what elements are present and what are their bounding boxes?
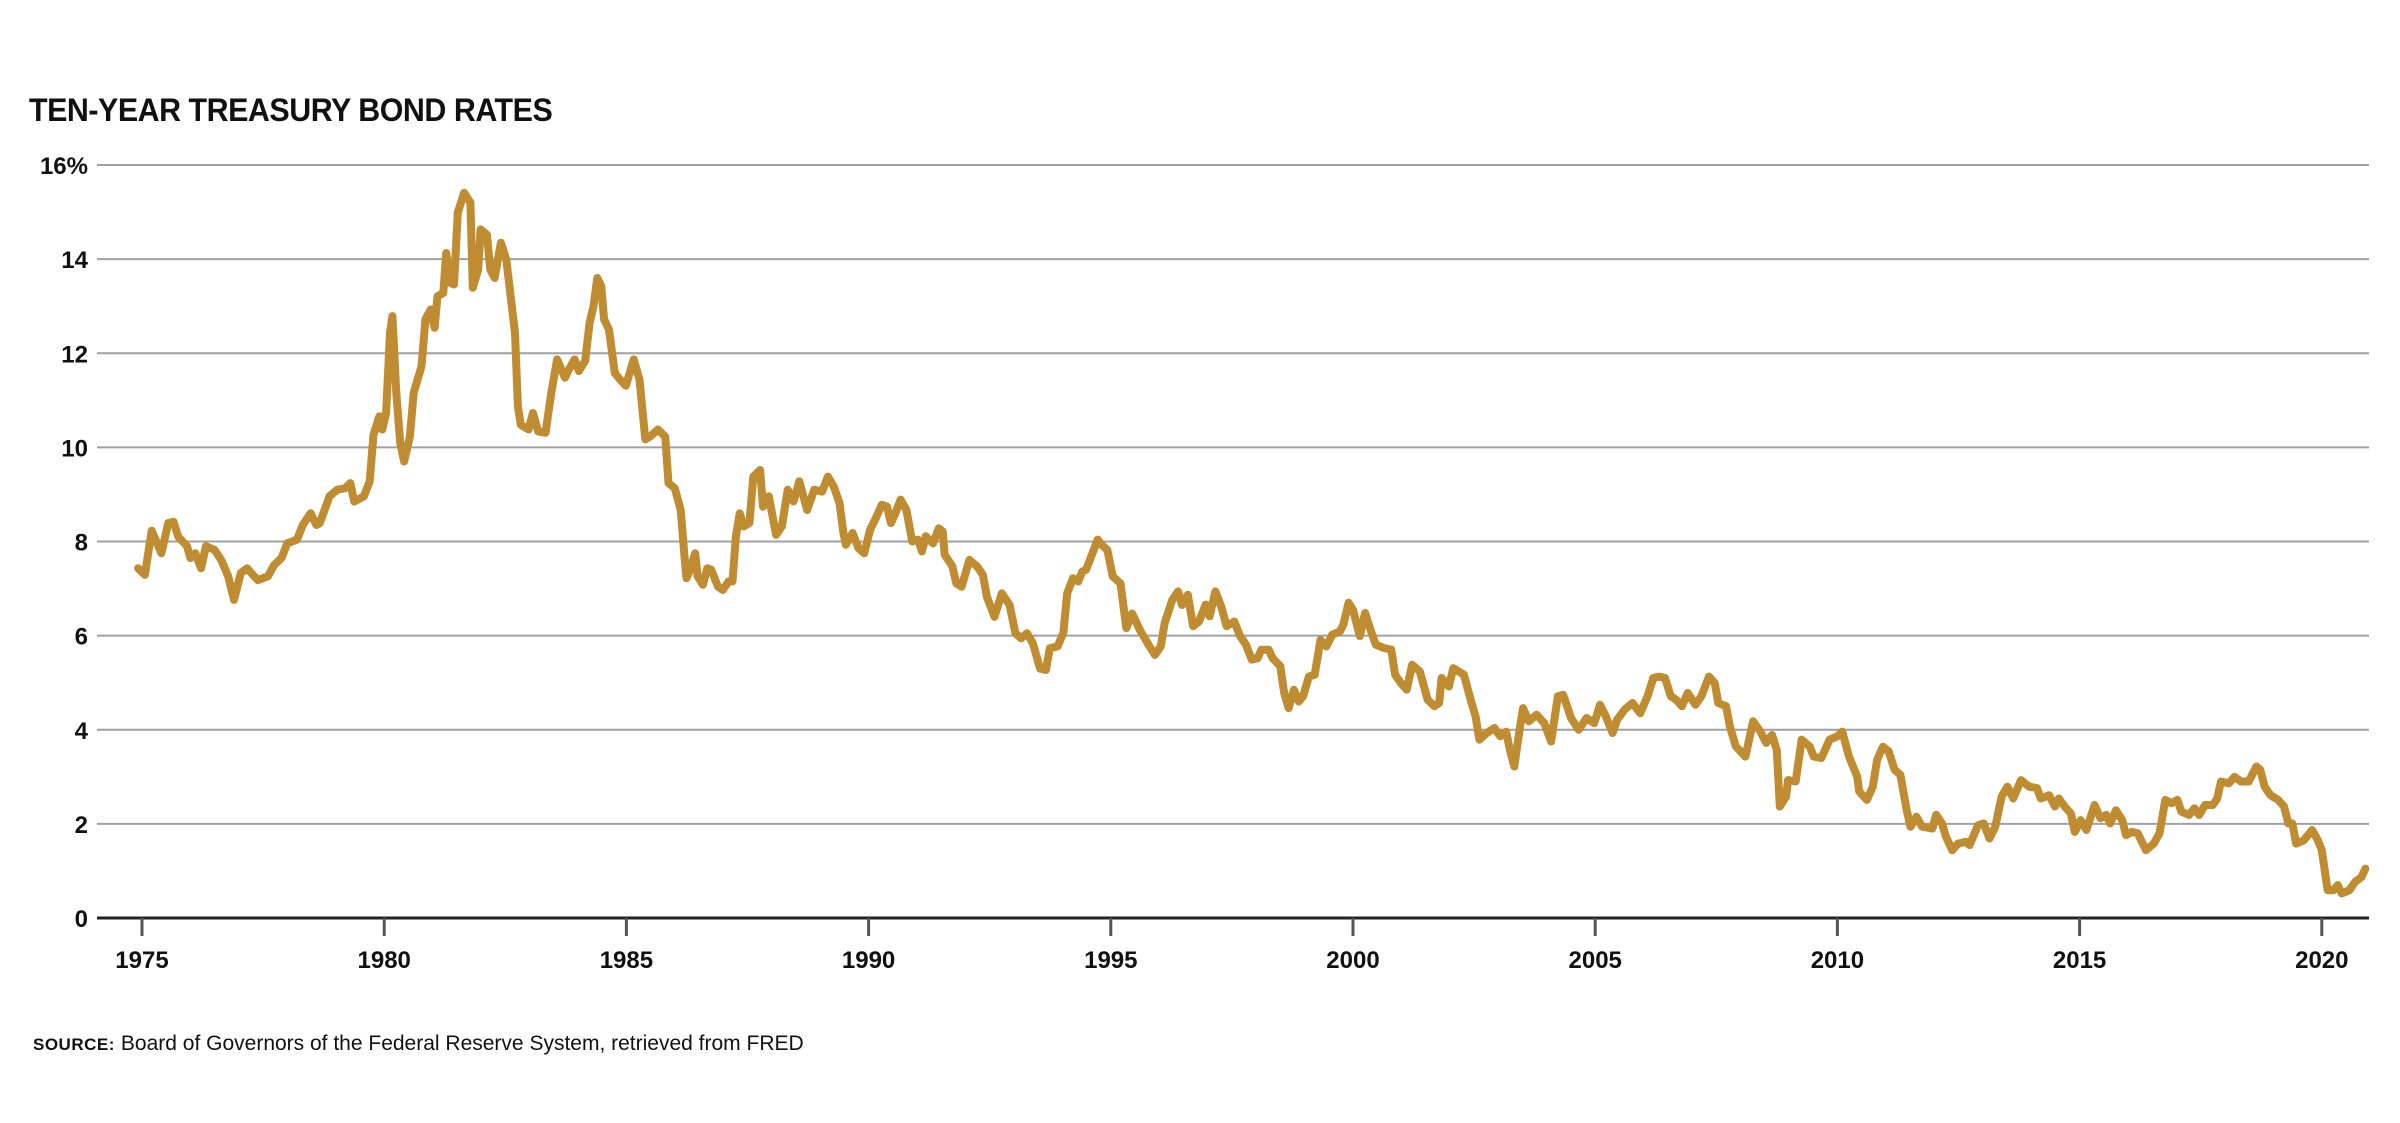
y-tick-label: 0: [75, 906, 88, 933]
x-tick-label: 1980: [358, 947, 411, 974]
source-label: SOURCE:: [33, 1035, 115, 1054]
chart-title: TEN-YEAR TREASURY BOND RATES: [29, 92, 553, 128]
x-tick-label: 1985: [600, 947, 653, 974]
y-axis-labels: 0 2 4 6 8 10 12 14 16%: [40, 153, 89, 933]
y-tick-label: 10: [61, 435, 88, 462]
x-tick-label: 1990: [842, 947, 895, 974]
source-text: Board of Governors of the Federal Reserv…: [120, 1032, 804, 1055]
y-tick-label: 2: [75, 812, 88, 839]
y-tick-label: 6: [75, 624, 88, 651]
y-tick-label: 14: [61, 247, 88, 274]
x-tick-label: 1995: [1084, 947, 1137, 974]
rate-series-line: [134, 188, 2370, 898]
y-tick-label: 16%: [40, 153, 88, 180]
x-tick-label: 2005: [1569, 947, 1622, 974]
gridlines: [97, 164, 2369, 825]
x-tick-label: 2020: [2295, 947, 2348, 974]
x-tick-label: 1975: [115, 947, 168, 974]
y-tick-label: 4: [75, 718, 89, 745]
x-axis: 1975 1980 1985 1990 1995 2000 2005 2010 2015 2020: [97, 916, 2369, 974]
x-tick-label: 2000: [1326, 947, 1379, 974]
series-layer: [134, 188, 2370, 898]
x-tick-label: 2010: [1811, 947, 1864, 974]
x-tick-label: 2015: [2053, 947, 2106, 974]
y-tick-label: 8: [75, 530, 88, 557]
source-note: SOURCE: Board of Governors of the Federal…: [33, 1032, 804, 1056]
y-tick-label: 12: [61, 341, 88, 368]
